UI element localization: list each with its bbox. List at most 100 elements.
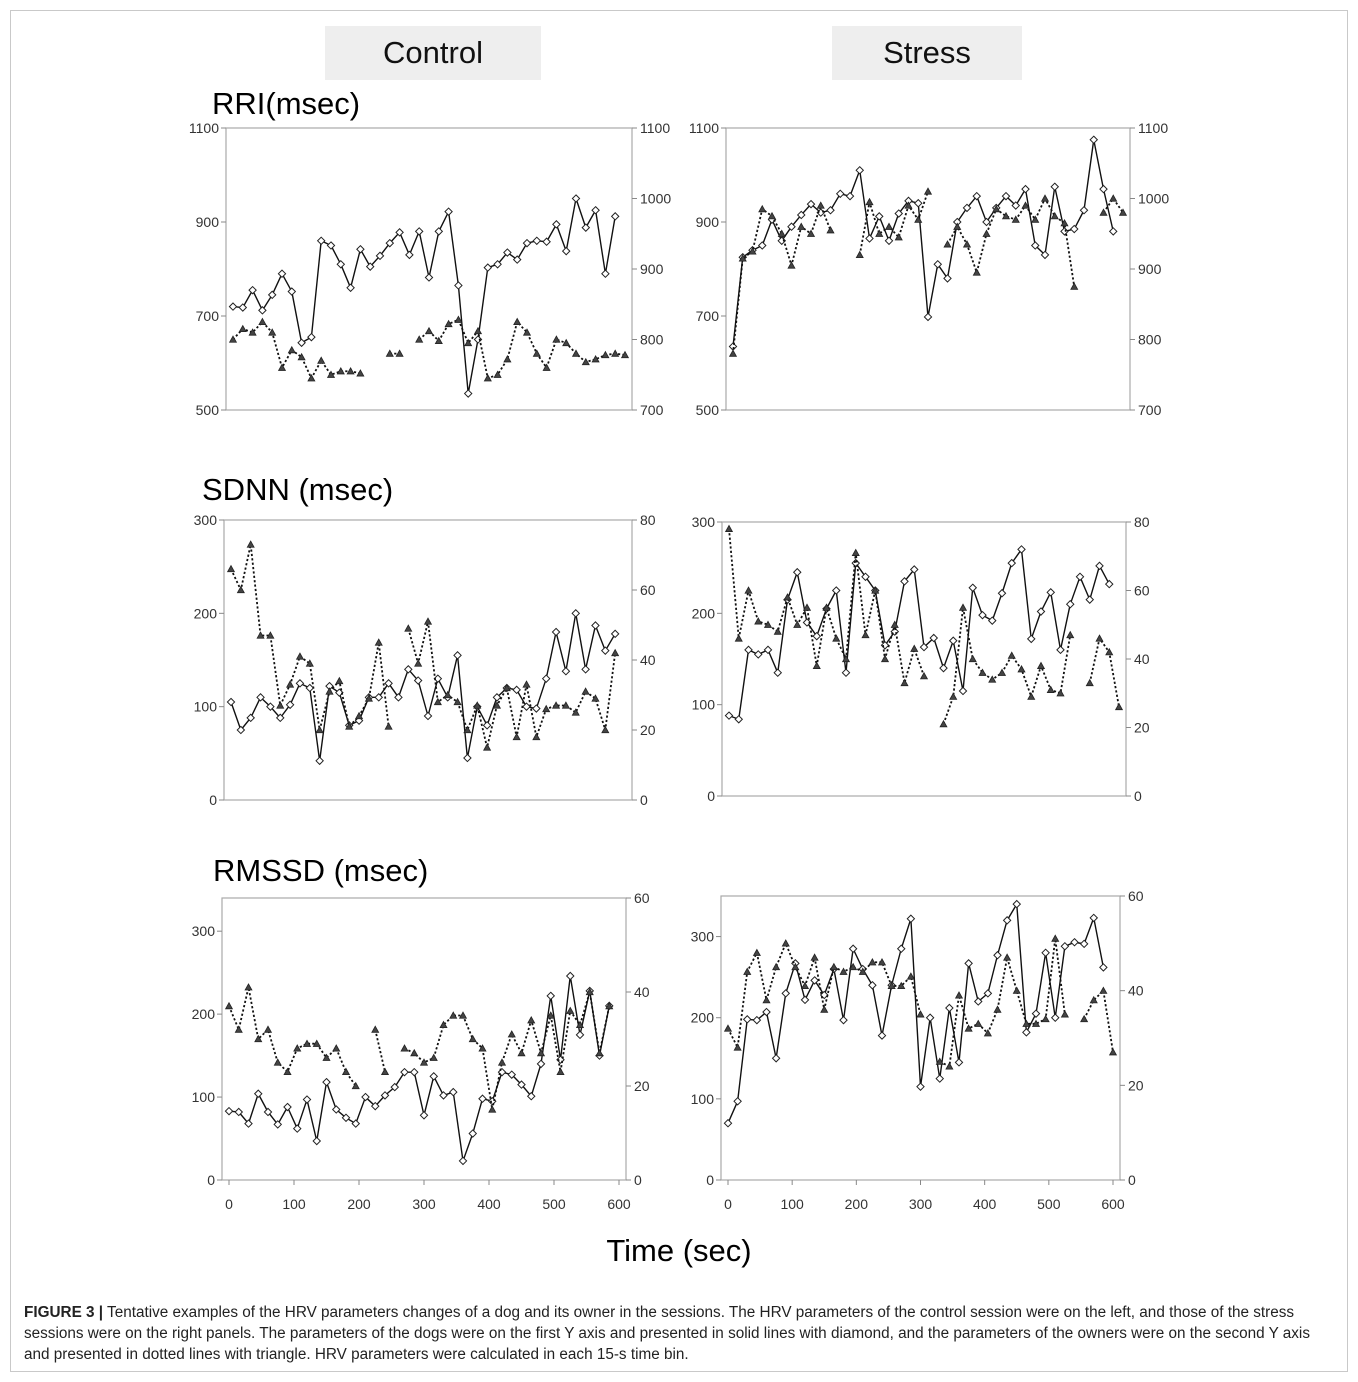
stress-sdnn-point-triangle [1085, 678, 1094, 687]
stress-rri-point-diamond [1011, 201, 1021, 210]
stress-rri-point-diamond [757, 241, 767, 250]
stress-rmssd-point-triangle [1022, 1019, 1031, 1027]
control-sdnn-point-triangle [522, 680, 531, 688]
stress-rri-series-dotted-line [1102, 197, 1124, 214]
stress-rmssd-point-diamond [954, 1058, 964, 1067]
stress-sdnn-point-diamond [831, 586, 841, 595]
stress-rri-point-diamond [1069, 224, 1079, 234]
control-rri-point-diamond [522, 238, 532, 248]
stress-rmssd-series-dotted-line [939, 937, 1066, 1068]
control-rri-point-diamond [444, 207, 453, 216]
control-rmssd-point-triangle [458, 1011, 468, 1019]
stress-sdnn-point-triangle [851, 548, 860, 556]
stress-rri-point-diamond [1089, 135, 1099, 145]
control-rmssd-point-triangle [332, 1044, 341, 1052]
stress-rri-y-tick-label: 700 [696, 308, 720, 324]
control-sdnn-y2-tick-label: 0 [640, 792, 648, 808]
control-rmssd-point-diamond [478, 1094, 487, 1104]
control-rri-point-triangle [258, 317, 267, 325]
stress-rri-series-dotted-line [732, 204, 832, 354]
control-rmssd-point-triangle [449, 1011, 458, 1019]
control-rmssd-point-diamond [468, 1129, 478, 1138]
control-rmssd-point-triangle [341, 1067, 351, 1076]
stress-rmssd-point-triangle [820, 1005, 829, 1013]
stress-rri-y2-tick-label: 700 [1138, 402, 1162, 418]
stress-sdnn-y-tick-label: 100 [692, 697, 716, 713]
stress-sdnn-point-diamond [929, 633, 939, 643]
stress-rmssd-point-triangle [1108, 1047, 1118, 1056]
stress-rmssd-point-triangle [723, 1024, 733, 1032]
control-rri-point-triangle [317, 356, 326, 364]
control-rri-point-diamond [581, 223, 591, 232]
control-rri-point-triangle [415, 335, 424, 343]
stress-rmssd-plot-area [720, 895, 1121, 1181]
stress-rmssd-point-diamond [848, 944, 858, 954]
control-rmssd-point-diamond [390, 1082, 400, 1092]
stress-rri-series-solid-line [732, 139, 1114, 347]
stress-rmssd-point-diamond [1089, 913, 1099, 923]
control-sdnn-point-triangle [423, 617, 433, 625]
stress-rri-point-triangle [1001, 211, 1011, 220]
stress-rmssd-point-triangle [974, 1019, 983, 1027]
stress-rri-point-diamond [943, 274, 952, 283]
stress-rmssd-point-triangle [916, 1010, 925, 1018]
stress-rri-point-triangle [875, 229, 884, 237]
control-rri-point-diamond [297, 338, 306, 348]
stress-rri-point-diamond [1079, 205, 1089, 215]
stress-rri-point-triangle [797, 222, 806, 230]
control-sdnn-point-triangle [492, 701, 502, 709]
stress-rri-point-triangle [972, 268, 981, 276]
control-sdnn-point-diamond [246, 713, 256, 723]
control-sdnn-point-diamond [275, 713, 285, 723]
control-sdnn-point-diamond [482, 721, 492, 730]
control-rri-point-diamond [552, 220, 561, 229]
control-rmssd-point-diamond [536, 1059, 546, 1069]
control-rri-point-diamond [601, 269, 610, 279]
control-sdnn-point-diamond [413, 676, 423, 685]
control-rmssd-point-triangle [536, 1048, 546, 1057]
control-rmssd-point-triangle [410, 1048, 419, 1057]
stress-sdnn-point-triangle [832, 634, 841, 642]
stress-rmssd-point-diamond [916, 1082, 925, 1091]
stress-rmssd-point-triangle [800, 981, 810, 990]
stress-sdnn-point-triangle [724, 524, 734, 532]
stress-rri-point-triangle [816, 201, 825, 209]
stress-rmssd-point-triangle [772, 962, 781, 971]
stress-sdnn-point-triangle [822, 603, 831, 611]
control-sdnn-y2-tick-label: 20 [640, 722, 656, 738]
stress-rri-point-triangle [806, 229, 816, 237]
control-rri-point-diamond [238, 303, 248, 312]
stress-rmssd-point-diamond [896, 944, 906, 954]
control-rmssd-point-diamond [400, 1067, 409, 1077]
stress-sdnn-point-triangle [968, 654, 977, 663]
header-stress: Stress [832, 26, 1022, 80]
stress-rri-point-triangle [1021, 201, 1030, 209]
control-rmssd-point-triangle [263, 1025, 273, 1033]
stress-sdnn-point-triangle [783, 593, 792, 601]
control-rri-point-triangle [434, 336, 443, 345]
stress-rri-point-triangle [894, 233, 903, 241]
control-rri-series-dotted-line [232, 320, 361, 380]
stress-sdnn-point-triangle [744, 586, 753, 594]
control-rri-point-triangle [562, 338, 571, 347]
caption-text: Tentative examples of the HRV parameters… [24, 1304, 1310, 1363]
control-rmssd-point-triangle [244, 983, 253, 991]
stress-sdnn-point-triangle [754, 617, 763, 625]
control-rri-point-diamond [287, 287, 297, 296]
stress-sdnn-point-diamond [1046, 588, 1056, 597]
control-sdnn-point-diamond [453, 651, 462, 660]
control-rmssd-point-diamond [273, 1120, 283, 1129]
stress-rmssd-point-diamond [800, 995, 810, 1005]
control-rri-point-diamond [385, 238, 395, 248]
control-rri-point-diamond [405, 250, 414, 260]
control-rri-point-diamond [571, 194, 581, 203]
stress-sdnn-point-triangle [773, 627, 782, 635]
control-rmssd-point-diamond [312, 1136, 322, 1146]
control-rmssd-point-triangle [566, 1006, 575, 1014]
stress-sdnn-point-diamond [1104, 579, 1114, 589]
stress-sdnn-point-triangle [910, 644, 919, 652]
stress-rri-point-triangle [748, 247, 757, 255]
control-rri-point-diamond [228, 302, 238, 311]
control-rmssd-point-triangle [546, 1011, 555, 1019]
control-sdnn-point-triangle [325, 687, 334, 695]
